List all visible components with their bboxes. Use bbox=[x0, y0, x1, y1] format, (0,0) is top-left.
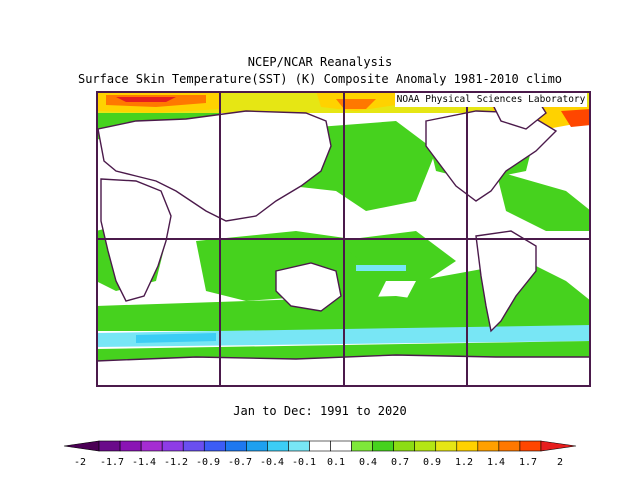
colorbar-tick-label: 0.1 bbox=[327, 457, 345, 468]
colorbar-tick-label: -0.7 bbox=[228, 457, 252, 468]
anomaly-map bbox=[96, 91, 591, 387]
graticule bbox=[96, 91, 591, 387]
east-pacific-cool-patch bbox=[356, 265, 406, 271]
continent-australia bbox=[275, 262, 342, 312]
colorbar-tick-label: -2 bbox=[74, 457, 86, 468]
credit-label: NOAA Physical Sciences Laboratory bbox=[395, 93, 587, 107]
continent-eurasia bbox=[97, 110, 332, 222]
colorbar-tick-label: 0.4 bbox=[359, 457, 377, 468]
map-title-line2: Surface Skin Temperature(SST) (K) Compos… bbox=[77, 72, 563, 86]
colorbar: -2 -1.7 -1.4 -1.2 -0.9 -0.7 -0.4 -0.1 0.1 0.4 0.7 0… bbox=[63, 440, 577, 468]
map-frame bbox=[96, 91, 591, 387]
colorbar-cell bbox=[225, 440, 247, 452]
colorbar-cell bbox=[498, 440, 521, 452]
colorbar-cell bbox=[540, 440, 577, 452]
colorbar-tick-label: -0.9 bbox=[196, 457, 220, 468]
colorbar-tick-label: 2 bbox=[557, 457, 563, 468]
west-pacific-green bbox=[336, 231, 456, 281]
colorbar-tick-label: 0.7 bbox=[391, 457, 409, 468]
colorbar-cell bbox=[435, 440, 458, 452]
colorbar-cell bbox=[63, 440, 100, 452]
colorbar-tick-label: 1.7 bbox=[519, 457, 537, 468]
colorbar-cell bbox=[119, 440, 142, 452]
colorbar-cell bbox=[288, 440, 310, 452]
colorbar-cell bbox=[140, 440, 163, 452]
colorbar-cell bbox=[372, 440, 394, 452]
colorbar-tick-label: -0.1 bbox=[292, 457, 316, 468]
colorbar-cell bbox=[456, 440, 479, 452]
arctic-hottest-patch-w bbox=[116, 97, 176, 102]
colorbar-tick-label: 1.2 bbox=[455, 457, 473, 468]
colorbar-cell bbox=[351, 440, 373, 452]
colorbar-cell bbox=[161, 440, 184, 452]
southern-cool-patch bbox=[136, 333, 216, 343]
colorbar-ticks: -2 -1.7 -1.4 -1.2 -0.9 -0.7 -0.4 -0.1 0.1 0.4 0.7 0… bbox=[74, 457, 563, 468]
colorbar-cell bbox=[267, 440, 289, 452]
colorbar-cell bbox=[393, 440, 415, 452]
colorbar-cell bbox=[519, 440, 542, 452]
colorbar-tick-label: -1.2 bbox=[164, 457, 188, 468]
colorbar-cell bbox=[330, 440, 352, 452]
colorbar-cell bbox=[246, 440, 268, 452]
colorbar-cell bbox=[182, 440, 205, 452]
arctic-hot-patch-e bbox=[561, 109, 591, 127]
colorbar-tick-label: 1.4 bbox=[487, 457, 505, 468]
colorbar-cell bbox=[414, 440, 437, 452]
colorbar-cell bbox=[477, 440, 500, 452]
colorbar-tick-label: -1.7 bbox=[100, 457, 124, 468]
colorbar-cells bbox=[63, 440, 577, 452]
colorbar-tick-label: -1.4 bbox=[132, 457, 156, 468]
tropical-atlantic-green bbox=[496, 171, 591, 231]
map-title-line1: NCEP/NCAR Reanalysis bbox=[247, 55, 393, 69]
colorbar-cell bbox=[203, 440, 226, 452]
arctic-hot-patch-c bbox=[336, 99, 376, 109]
time-period-label: Jan to Dec: 1991 to 2020 bbox=[233, 404, 407, 418]
colorbar-tick-label: -0.4 bbox=[260, 457, 284, 468]
colorbar-cell bbox=[309, 440, 331, 452]
colorbar-tick-label: 0.9 bbox=[423, 457, 441, 468]
colorbar-cell bbox=[98, 440, 121, 452]
